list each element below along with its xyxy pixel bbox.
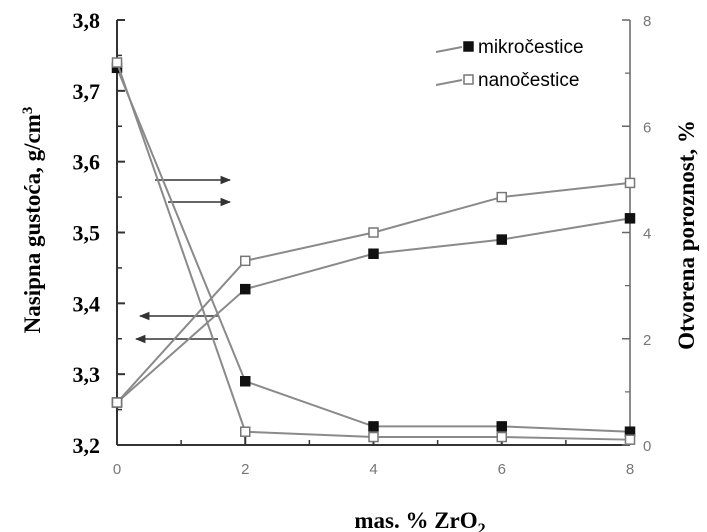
legend-label: mikročestice — [478, 37, 584, 58]
x-axis: 0 2 4 6 8 — [113, 437, 634, 478]
x-tick-label: 0 — [113, 461, 121, 478]
right-tick-label: 4 — [643, 226, 651, 243]
data-point — [368, 227, 379, 238]
legend-label: nanočestice — [478, 70, 579, 91]
data-point — [368, 431, 379, 443]
right-tick-label: 2 — [643, 332, 651, 349]
legend: mikročestice nanočestice — [435, 37, 584, 91]
left-y-axis: 3,2 3,3 3,4 3,5 3,6 3,7 3,8 — [73, 8, 125, 458]
data-point — [240, 283, 251, 295]
left-tick-label: 3,7 — [73, 79, 101, 104]
data-point — [624, 434, 636, 445]
x-tick-label: 2 — [241, 461, 249, 478]
right-tick-label: 8 — [643, 13, 651, 30]
x-tick-label: 4 — [369, 461, 377, 478]
left-tick-label: 3,4 — [73, 291, 101, 316]
data-point — [624, 213, 636, 224]
data-point — [111, 397, 123, 408]
x-axis-title: mas. % ZrO2 — [354, 508, 485, 532]
legend-line — [435, 46, 463, 53]
data-point — [368, 248, 379, 259]
left-tick-label: 3,2 — [73, 433, 101, 458]
data-point — [496, 431, 507, 443]
left-tick-label: 3,5 — [73, 221, 101, 246]
data-point — [368, 421, 379, 432]
left-tick-label: 3,6 — [73, 150, 101, 175]
right-tick-label: 0 — [643, 438, 651, 455]
data-point — [624, 177, 636, 189]
legend-marker — [463, 74, 474, 85]
series-line — [116, 181, 631, 404]
right-y-axis-title: Otvorena poroznost, % — [674, 120, 699, 350]
data-point — [496, 421, 507, 432]
x-tick-label: 6 — [498, 461, 506, 478]
left-tick-label: 3,8 — [73, 8, 101, 33]
data-point — [240, 376, 251, 387]
left-y-axis-title: Nasipna gustoća, g/cm3 — [20, 107, 45, 334]
left-tick-label: 3,3 — [73, 362, 101, 387]
right-y-axis: 0 2 4 6 8 — [622, 13, 651, 455]
data-point — [496, 191, 507, 203]
legend-marker — [463, 41, 474, 52]
right-tick-label: 6 — [643, 119, 651, 136]
data-point — [240, 426, 251, 437]
series-line — [116, 217, 631, 404]
data-point — [496, 234, 507, 245]
data-point — [111, 57, 123, 68]
series-group — [111, 57, 636, 445]
data-point — [240, 255, 251, 267]
x-tick-label: 8 — [626, 461, 634, 478]
legend-line — [435, 79, 463, 86]
